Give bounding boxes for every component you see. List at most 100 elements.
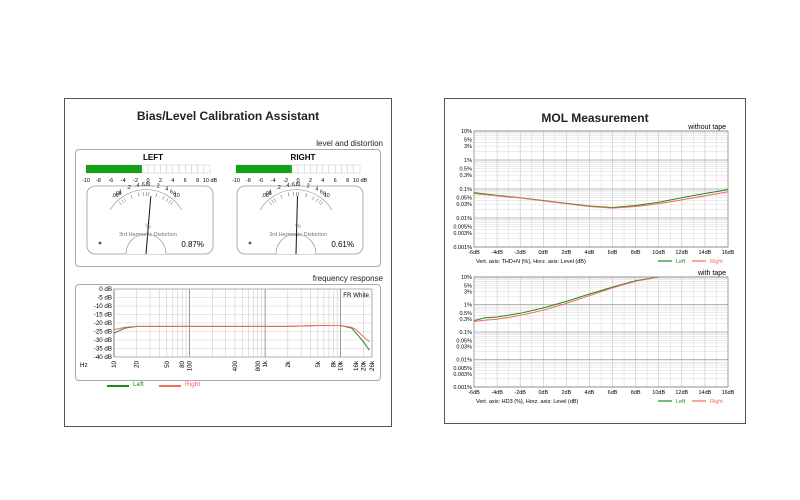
right-dial-tick: [320, 201, 324, 206]
legend-right-swatch: [159, 385, 181, 387]
with-tape-series-right: [473, 276, 659, 322]
without-tape-y-label: 0.005%: [453, 225, 472, 231]
left-dial-unit: %: [145, 224, 151, 230]
right-level-tick-label: 10 dB: [353, 178, 368, 184]
with-tape-x-label: -2dB: [514, 390, 526, 396]
fr-db-label: -25 dB: [94, 329, 112, 336]
left-dial-tick-label: .08: [115, 191, 122, 197]
left-dial-tick: [165, 198, 169, 202]
with-tape-x-label: 16dB: [722, 390, 735, 396]
left-dial-tick: [162, 196, 165, 200]
right-channel-label: RIGHT: [291, 153, 316, 162]
fr-hz-label: 50: [164, 360, 171, 367]
left-dial-tick: [155, 193, 157, 198]
right-dial-tick-label: 1: [269, 189, 272, 195]
with-tape-legend-left-label: Left: [676, 399, 686, 405]
right-level-tick-label: 6: [334, 178, 337, 184]
with-tape-x-label: 14dB: [698, 390, 711, 396]
left-dial-tick-label: .6: [141, 182, 145, 188]
left-dial-tick-label: .06: [112, 193, 119, 199]
mol-charts: 10%5%3%1%0.5%0.3%0.1%0.05%0.03%0.01%0.00…: [453, 124, 735, 405]
right-dial-tick-label: .06: [262, 193, 269, 199]
without-tape-y-label: 0.003%: [453, 231, 472, 237]
level-distortion-box: LEFT -10 -8 -6 -4 -2 0 2 4 6 8 10 dB .06.08 1.2.4.6.8…: [75, 149, 381, 267]
frequency-response-box: 0 dB -5 dB -10 dB -15 dB -20 dB -25 dB -30 dB -…: [75, 284, 381, 381]
with-tape-x-label: 6dB: [608, 390, 618, 396]
mol-panel-title: MOL Measurement: [541, 111, 649, 125]
right-dial-tick-label: 2: [307, 184, 310, 190]
with-tape-y-label: 0.005%: [453, 366, 472, 372]
left-level-fill: [86, 165, 142, 173]
left-level-tick-label: 6: [184, 178, 187, 184]
left-dial-tick-label: 10: [174, 193, 180, 199]
right-dial-led: [248, 241, 252, 245]
freq-section-label: frequency response: [312, 274, 383, 283]
right-level-tick-label: 4: [321, 178, 324, 184]
without-tape-x-label: 10dB: [652, 250, 665, 256]
fr-hz-label: 100: [187, 360, 194, 371]
left-meter-segment: [141, 164, 149, 174]
left-dial-led: [98, 241, 102, 245]
without-tape-x-label: 2dB: [561, 250, 571, 256]
without-tape-x-label: 12dB: [675, 250, 688, 256]
right-meter-segment: [322, 164, 330, 174]
fr-db-label: 0 dB: [99, 286, 112, 293]
left-meter-segment: [172, 164, 180, 174]
left-level-tick-label: -10: [82, 178, 90, 184]
right-meter-segment: [341, 164, 348, 174]
left-meter-segment: [184, 164, 192, 174]
right-dial-tick-label: 1: [298, 182, 301, 188]
left-dial-tick-label: .4: [135, 183, 139, 189]
with-tape-caption: Vert. axis: HD3 (%), Horz. axis: Level (…: [476, 399, 579, 405]
left-dial-tick-label: .2: [127, 185, 131, 191]
with-tape-y-label: 0.03%: [456, 344, 472, 350]
without-tape-legend-right-label: Right: [710, 259, 723, 265]
fr-hz-label: 10: [111, 360, 118, 367]
bias-calibration-panel: Bias/Level Calibration Assistant level a…: [64, 98, 392, 427]
fr-hz-label: 20k: [360, 360, 367, 371]
right-dial-tick: [318, 200, 322, 204]
right-level-tick-label: -10: [232, 178, 240, 184]
with-tape-y-label: 1%: [464, 303, 472, 309]
without-tape-y-label: 0.001%: [453, 245, 472, 251]
legend-right-label: Right: [185, 381, 201, 388]
left-dial-caption: 3rd Harmonic Distortion: [119, 232, 177, 238]
right-dial-tick: [273, 198, 277, 202]
right-dial-tick-label: .2: [277, 185, 281, 191]
legend-left-label: Left: [133, 381, 144, 388]
with-tape-y-label: 10%: [461, 275, 472, 281]
right-meter-segment: [347, 164, 355, 174]
right-meter-segment: [297, 164, 305, 174]
left-level-tick-label: -2: [133, 178, 138, 184]
with-tape-x-label: 10dB: [652, 390, 665, 396]
right-dial-tick-label: .08: [265, 191, 272, 197]
fr-hz-unit: Hz: [80, 362, 88, 369]
left-dial-arc: [109, 189, 183, 211]
with-tape-x-label: 8dB: [631, 390, 641, 396]
right-level-tick-label: 2: [309, 178, 312, 184]
without-tape-y-label: 3%: [464, 144, 472, 150]
left-dial-tick: [168, 200, 172, 204]
right-dial-tick: [280, 194, 283, 199]
without-tape-x-label: -2dB: [514, 250, 526, 256]
right-dial-tick: [271, 199, 275, 204]
without-tape-y-label: 0.05%: [456, 196, 472, 202]
with-tape-legend-right-label: Right: [710, 399, 723, 405]
fr-hz-label: 20: [134, 360, 141, 367]
right-meter-segment: [291, 164, 299, 174]
fr-hz-label: 400: [232, 360, 239, 371]
right-dial-tick-label: .8: [294, 182, 298, 188]
fr-db-label: -10 dB: [94, 303, 112, 310]
fr-hz-label: 26k: [369, 360, 376, 371]
right-distortion-value: 0.61%: [331, 240, 354, 249]
right-level-tick-label: 8: [346, 178, 349, 184]
left-dial-tick: [138, 192, 140, 197]
fr-mode-label: FR White: [343, 292, 369, 299]
right-level-tick-label: -4: [271, 178, 276, 184]
left-meter-segment: [166, 164, 173, 174]
left-dial-tick-label: 1: [148, 182, 151, 188]
right-dial-tick-label: .4: [285, 183, 289, 189]
left-level-tick-label: 10 dB: [203, 178, 218, 184]
right-level-tick-label: -8: [246, 178, 251, 184]
with-tape-y-label: 5%: [464, 283, 472, 289]
